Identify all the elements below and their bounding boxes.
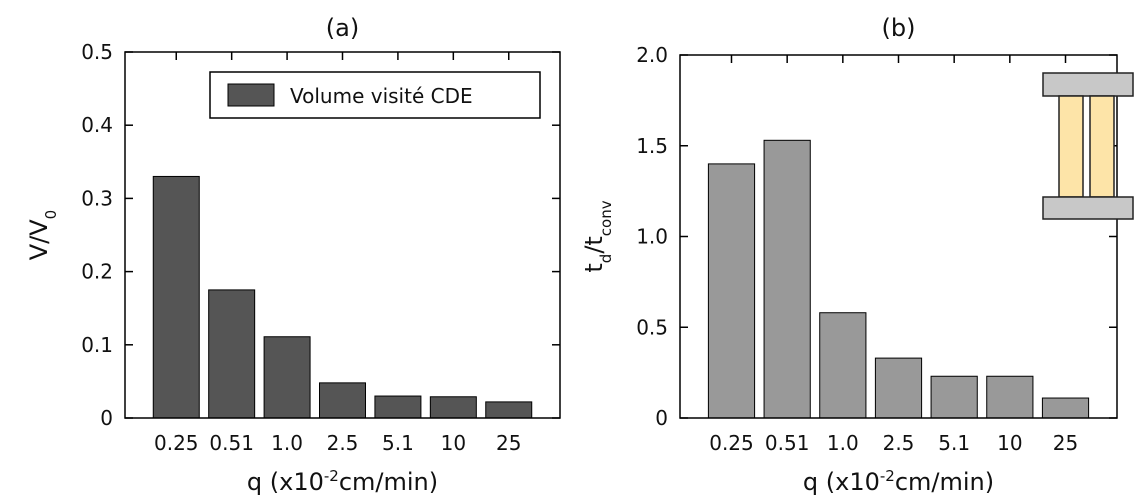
x-tick-label: 0.51 (765, 431, 810, 455)
bar (819, 312, 867, 419)
y-tick-label: 1.5 (636, 134, 668, 158)
y-tick-label: 0.1 (81, 333, 113, 357)
bar (429, 396, 477, 419)
bar (874, 357, 923, 419)
bar (208, 289, 256, 419)
bar (986, 375, 1034, 419)
y-tick-label: 1.0 (636, 225, 668, 249)
x-tick-label: 1.0 (827, 431, 859, 455)
plot-frame (679, 54, 1118, 419)
label-part: V/V (25, 219, 53, 261)
bar (319, 382, 366, 419)
legend-label: Volume visité CDE (290, 84, 473, 108)
bar (152, 175, 200, 419)
legend-swatch (227, 83, 275, 107)
x-tick-label: 25 (1053, 431, 1078, 455)
x-tick-label: 2.5 (883, 431, 915, 455)
bar (374, 395, 422, 419)
label-part: q (x10 (247, 468, 324, 496)
y-tick-label: 0.5 (81, 40, 113, 64)
y-tick-label: 0.3 (81, 186, 113, 210)
x-tick-label: 25 (496, 431, 521, 455)
y-tick-label: 0 (100, 406, 113, 430)
chart-title: (a) (326, 14, 359, 42)
label-part: /t (580, 236, 608, 254)
axis-label: V/V0 (25, 210, 60, 260)
bar (485, 401, 533, 419)
bar (263, 336, 311, 419)
chart-title: (b) (882, 14, 916, 42)
x-tick-label: 10 (441, 431, 466, 455)
x-tick-label: 5.1 (382, 431, 414, 455)
y-tick-label: 0 (655, 406, 668, 430)
label-part: conv (597, 200, 615, 236)
x-tick-label: 2.5 (327, 431, 359, 455)
y-tick-label: 0.2 (81, 260, 113, 284)
axis-label: q (x10-2cm/min) (803, 467, 994, 496)
axis-label: q (x10-2cm/min) (247, 467, 438, 496)
label-part: d (597, 254, 615, 264)
label-part: 0 (42, 210, 60, 220)
x-tick-label: 1.0 (271, 431, 303, 455)
x-tick-label: 0.25 (154, 431, 199, 455)
axis-label: td/tconv (580, 200, 615, 272)
y-tick-label: 0.4 (81, 113, 113, 137)
label-part: cm/min) (339, 468, 438, 496)
x-tick-label: 0.51 (209, 431, 254, 455)
y-tick-label: 2.0 (636, 43, 668, 67)
x-tick-label: 0.25 (709, 431, 754, 455)
label-part: -2 (324, 467, 339, 485)
label-part: t (580, 263, 608, 272)
bar (930, 375, 978, 419)
plot-frame (124, 51, 561, 419)
y-tick-label: 0.5 (636, 315, 668, 339)
inset-diagram (1042, 72, 1134, 220)
label-part: -2 (880, 467, 895, 485)
x-tick-label: 10 (997, 431, 1022, 455)
bar (707, 163, 756, 419)
bar (1041, 397, 1090, 419)
bar (763, 139, 811, 419)
x-tick-label: 5.1 (938, 431, 970, 455)
label-part: q (x10 (803, 468, 880, 496)
label-part: cm/min) (895, 468, 994, 496)
